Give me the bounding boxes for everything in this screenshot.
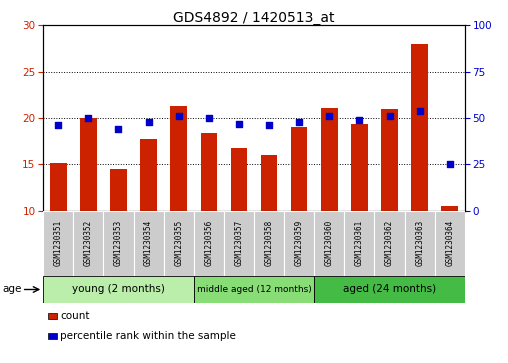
Point — [265, 122, 273, 128]
FancyBboxPatch shape — [43, 276, 194, 303]
Text: GSM1230363: GSM1230363 — [415, 220, 424, 266]
Text: GSM1230354: GSM1230354 — [144, 220, 153, 266]
Bar — [321, 108, 338, 211]
Text: GSM1230356: GSM1230356 — [204, 220, 213, 266]
FancyBboxPatch shape — [73, 211, 104, 276]
Point — [114, 126, 122, 132]
Point — [355, 117, 363, 123]
Text: GSM1230362: GSM1230362 — [385, 220, 394, 266]
Text: percentile rank within the sample: percentile rank within the sample — [60, 331, 236, 341]
FancyBboxPatch shape — [374, 211, 404, 276]
Text: young (2 months): young (2 months) — [72, 285, 165, 294]
Bar — [261, 155, 277, 211]
Text: GSM1230358: GSM1230358 — [265, 220, 274, 266]
Text: count: count — [60, 311, 89, 321]
Point — [84, 115, 92, 121]
Point — [416, 108, 424, 114]
Text: GSM1230357: GSM1230357 — [234, 220, 243, 266]
Bar — [351, 125, 368, 211]
Bar — [50, 163, 67, 211]
Text: GSM1230359: GSM1230359 — [295, 220, 304, 266]
Point — [144, 119, 152, 125]
Bar — [201, 133, 217, 211]
Point — [54, 122, 62, 128]
FancyBboxPatch shape — [314, 211, 344, 276]
Point — [325, 113, 333, 119]
Bar — [170, 106, 187, 211]
Bar — [80, 118, 97, 211]
Bar — [291, 127, 307, 211]
FancyBboxPatch shape — [344, 211, 374, 276]
Point — [295, 119, 303, 125]
FancyBboxPatch shape — [104, 211, 134, 276]
FancyBboxPatch shape — [194, 211, 224, 276]
Text: GSM1230364: GSM1230364 — [445, 220, 454, 266]
Text: GSM1230352: GSM1230352 — [84, 220, 93, 266]
FancyBboxPatch shape — [134, 211, 164, 276]
FancyBboxPatch shape — [164, 211, 194, 276]
FancyBboxPatch shape — [224, 211, 254, 276]
FancyBboxPatch shape — [284, 211, 314, 276]
Point — [175, 113, 183, 119]
FancyBboxPatch shape — [43, 211, 73, 276]
Point — [386, 113, 394, 119]
Bar — [441, 206, 458, 211]
Text: GSM1230351: GSM1230351 — [54, 220, 63, 266]
Point — [235, 121, 243, 126]
Bar — [110, 169, 127, 211]
Text: GSM1230360: GSM1230360 — [325, 220, 334, 266]
FancyBboxPatch shape — [314, 276, 465, 303]
Bar — [411, 44, 428, 211]
FancyBboxPatch shape — [194, 276, 314, 303]
Text: GSM1230361: GSM1230361 — [355, 220, 364, 266]
Bar — [381, 109, 398, 211]
FancyBboxPatch shape — [435, 211, 465, 276]
Text: GSM1230355: GSM1230355 — [174, 220, 183, 266]
Bar — [231, 148, 247, 211]
Text: GDS4892 / 1420513_at: GDS4892 / 1420513_at — [173, 11, 335, 25]
FancyBboxPatch shape — [404, 211, 435, 276]
FancyBboxPatch shape — [254, 211, 284, 276]
Point — [205, 115, 213, 121]
Bar — [140, 139, 157, 211]
Text: age: age — [3, 285, 22, 294]
Text: aged (24 months): aged (24 months) — [343, 285, 436, 294]
Text: middle aged (12 months): middle aged (12 months) — [197, 285, 311, 294]
Text: GSM1230353: GSM1230353 — [114, 220, 123, 266]
Point — [446, 161, 454, 167]
